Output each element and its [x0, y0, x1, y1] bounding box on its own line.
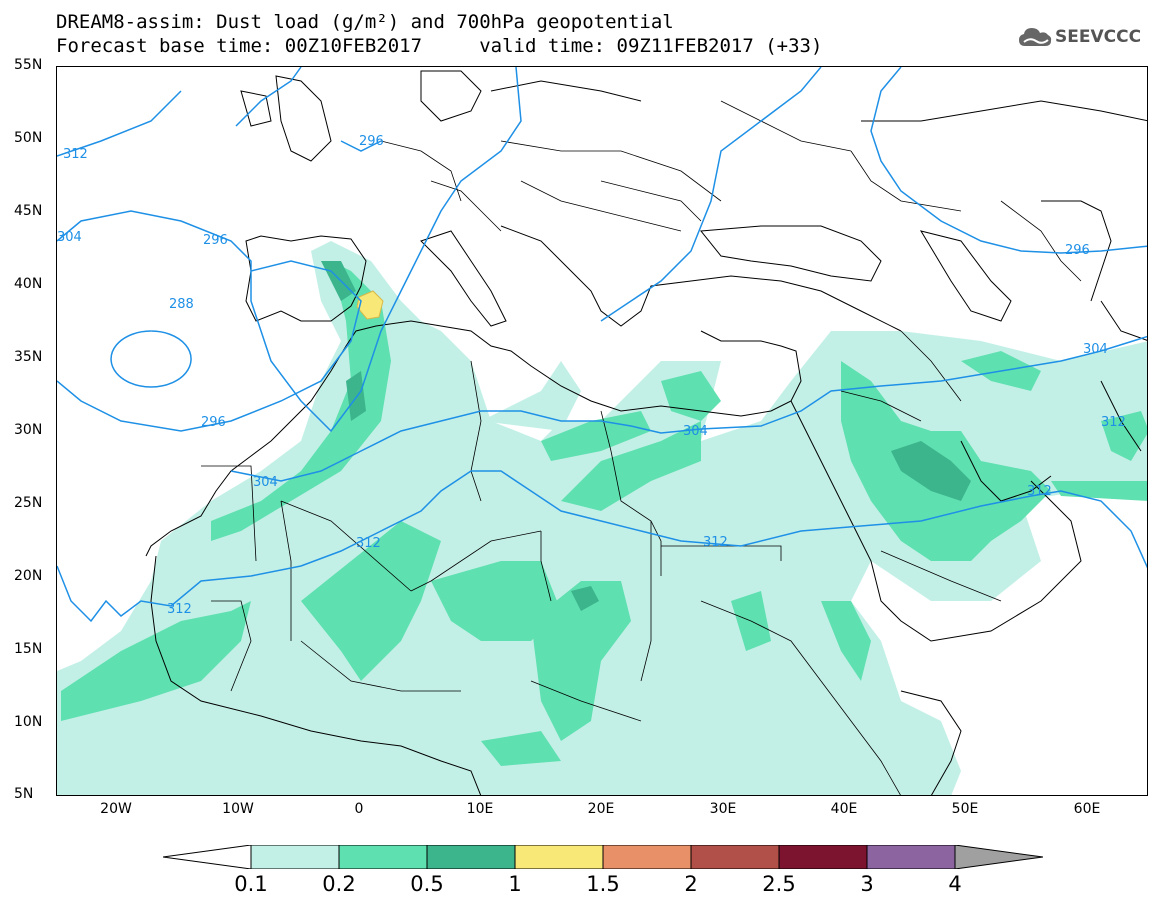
colorbar-box [690, 845, 780, 869]
lon-label: 20E [587, 801, 615, 817]
contour-label: 296 [1065, 243, 1090, 258]
lat-label: 50N [14, 130, 43, 146]
dust-level-0.1 [57, 241, 1147, 795]
contour-label: 312 [167, 602, 192, 617]
lat-label: 40N [14, 276, 43, 292]
lat-label: 20N [14, 568, 43, 584]
contour-label: 304 [1083, 342, 1108, 357]
colorbar-label: 1 [508, 872, 522, 896]
colorbar-over-arrow [954, 845, 1043, 869]
colorbar [163, 845, 1043, 869]
chart-title: DREAM8-assim: Dust load (g/m²) and 700hP… [56, 11, 674, 33]
dust-map: 312 296 288 296 304 312 312 304 312 296 … [56, 66, 1148, 796]
map-svg: 312 296 288 296 304 312 312 304 312 296 … [57, 67, 1147, 795]
logo-text: SEEVCCC [1055, 27, 1142, 47]
contour-label: 312 [1027, 484, 1052, 499]
lon-label: 0 [354, 801, 364, 817]
contour-label: 288 [169, 297, 194, 312]
contour-label: 304 [57, 230, 82, 245]
cloud-icon [1019, 28, 1052, 46]
lon-label: 10E [466, 801, 494, 817]
colorbar-label: 2 [684, 872, 698, 896]
geopotential-contours [57, 67, 1147, 623]
contour-label: 304 [683, 424, 708, 439]
lon-label: 30E [709, 801, 737, 817]
lat-label: 35N [14, 349, 43, 365]
colorbar-box [602, 845, 692, 869]
colorbar-label: 3 [860, 872, 874, 896]
lon-label: 60E [1073, 801, 1101, 817]
colorbar-label: 0.1 [234, 872, 268, 896]
contour-label: 304 [253, 475, 278, 490]
lat-label: 10N [14, 714, 43, 730]
colorbar-label: 4 [948, 872, 962, 896]
colorbar-box [778, 845, 868, 869]
colorbar-label: 1.5 [586, 872, 620, 896]
chart-subtitle: Forecast base time: 00Z10FEB2017 valid t… [56, 35, 823, 57]
lat-label: 5N [14, 786, 34, 802]
contour-label: 296 [203, 233, 228, 248]
colorbar-under-arrow [163, 845, 252, 869]
lon-label: 40E [830, 801, 858, 817]
contour-label: 312 [356, 536, 381, 551]
contour-label: 312 [63, 147, 88, 162]
lat-label: 25N [14, 495, 43, 511]
colorbar-label: 2.5 [762, 872, 796, 896]
contour-label: 312 [1101, 415, 1126, 430]
country-borders [201, 100, 1082, 795]
seevccc-logo: SEEVCCC [1018, 26, 1141, 48]
lon-label: 10W [222, 801, 254, 817]
contour-labels: 312 296 288 296 304 312 312 304 312 296 … [57, 134, 1126, 617]
colorbar-label: 0.5 [410, 872, 444, 896]
contour-label: 296 [201, 415, 226, 430]
dust-level-1 [356, 290, 384, 320]
lon-label: 20W [100, 801, 132, 817]
colorbar-box [866, 845, 956, 869]
lat-label: 15N [14, 641, 43, 657]
lat-label: 30N [14, 422, 43, 438]
lon-label: 50E [951, 801, 979, 817]
coastlines [145, 70, 1147, 795]
contour-label: 296 [359, 134, 384, 149]
lat-label: 55N [14, 57, 43, 73]
colorbar-box [426, 845, 516, 869]
colorbar-box [250, 845, 340, 869]
colorbar-box [514, 845, 604, 869]
contour-label: 312 [703, 535, 728, 550]
colorbar-box [338, 845, 428, 869]
colorbar-label: 0.2 [322, 872, 356, 896]
lat-label: 45N [14, 203, 43, 219]
